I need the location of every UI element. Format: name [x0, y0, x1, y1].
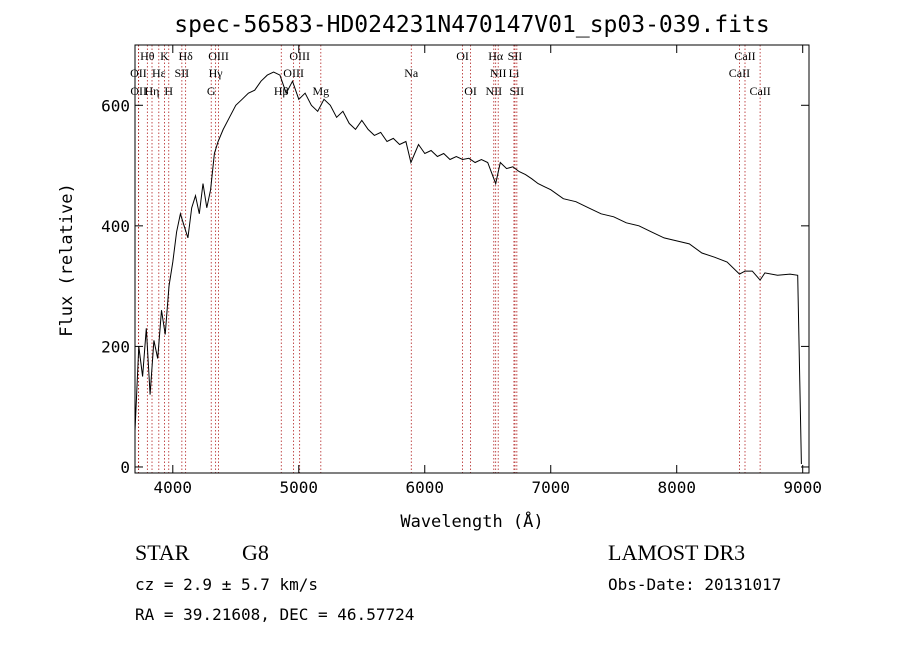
line-marker-label: OI	[464, 84, 477, 98]
y-axis-ticks: 0 200 400 600	[101, 96, 809, 477]
y-axis-label: Flux (relative)	[57, 183, 77, 337]
redshift-value: cz = 2.9 ± 5.7 km/s	[135, 575, 318, 594]
x-tick-label: 4000	[154, 478, 193, 497]
line-marker-label: OIII	[208, 49, 229, 63]
line-marker-label: Hθ	[140, 49, 155, 63]
x-tick-label: 9000	[783, 478, 822, 497]
spectrum-line	[134, 71, 802, 465]
survey-name: LAMOST DR3	[608, 540, 745, 565]
y-tick-label: 400	[101, 217, 130, 236]
x-axis-ticks: 4000 5000 6000 7000 8000 9000	[154, 45, 822, 497]
x-tick-label: 8000	[657, 478, 696, 497]
line-marker-label: Na	[404, 66, 419, 80]
observation-date: Obs-Date: 20131017	[608, 575, 781, 594]
line-marker-label: CaII	[749, 84, 770, 98]
y-tick-label: 200	[101, 337, 130, 356]
x-axis-label: Wavelength (Å)	[400, 510, 543, 532]
line-marker-label: Hε	[152, 66, 166, 80]
line-marker-label: NII	[485, 84, 502, 98]
object-type: STAR	[135, 540, 190, 565]
line-marker-label: SII	[510, 84, 525, 98]
line-marker-label: OIII	[283, 66, 304, 80]
line-marker-label: Hδ	[178, 49, 193, 63]
line-marker-label: G	[207, 84, 216, 98]
spectral-subclass: G8	[242, 540, 269, 565]
line-marker-label: CaII	[729, 66, 750, 80]
y-tick-label: 0	[120, 458, 130, 477]
line-marker-label: NII	[490, 66, 507, 80]
line-marker-label: OII	[130, 84, 147, 98]
line-marker-label: Hβ	[274, 84, 289, 98]
x-tick-label: 6000	[405, 478, 444, 497]
emission-line-markers	[138, 45, 761, 473]
line-marker-label: Hη	[145, 84, 160, 98]
line-marker-label: OII	[130, 66, 147, 80]
line-marker-label: OI	[456, 49, 469, 63]
line-marker-label: SII	[508, 49, 523, 63]
line-marker-label: Hγ	[209, 66, 224, 80]
line-marker-label: SII	[175, 66, 190, 80]
x-tick-label: 5000	[280, 478, 319, 497]
line-marker-label: CaII	[734, 49, 755, 63]
line-marker-label: Hα	[488, 49, 504, 63]
chart-title: spec-56583-HD024231N470147V01_sp03-039.f…	[174, 12, 769, 38]
coordinates: RA = 39.21608, DEC = 46.57724	[135, 605, 414, 624]
x-tick-label: 7000	[531, 478, 570, 497]
line-marker-label: K	[160, 49, 169, 63]
line-marker-label: OIII	[289, 49, 310, 63]
line-marker-label: Mg	[312, 84, 329, 98]
y-tick-label: 600	[101, 96, 130, 115]
plot-frame	[134, 44, 810, 474]
line-marker-label: H	[164, 84, 173, 98]
emission-line-labels: Hθ OII OII Hε Hη K H Hδ SII OIII Hγ G OIII OIII Hβ Mg Na…	[130, 49, 771, 98]
line-marker-label: Li	[509, 66, 520, 80]
